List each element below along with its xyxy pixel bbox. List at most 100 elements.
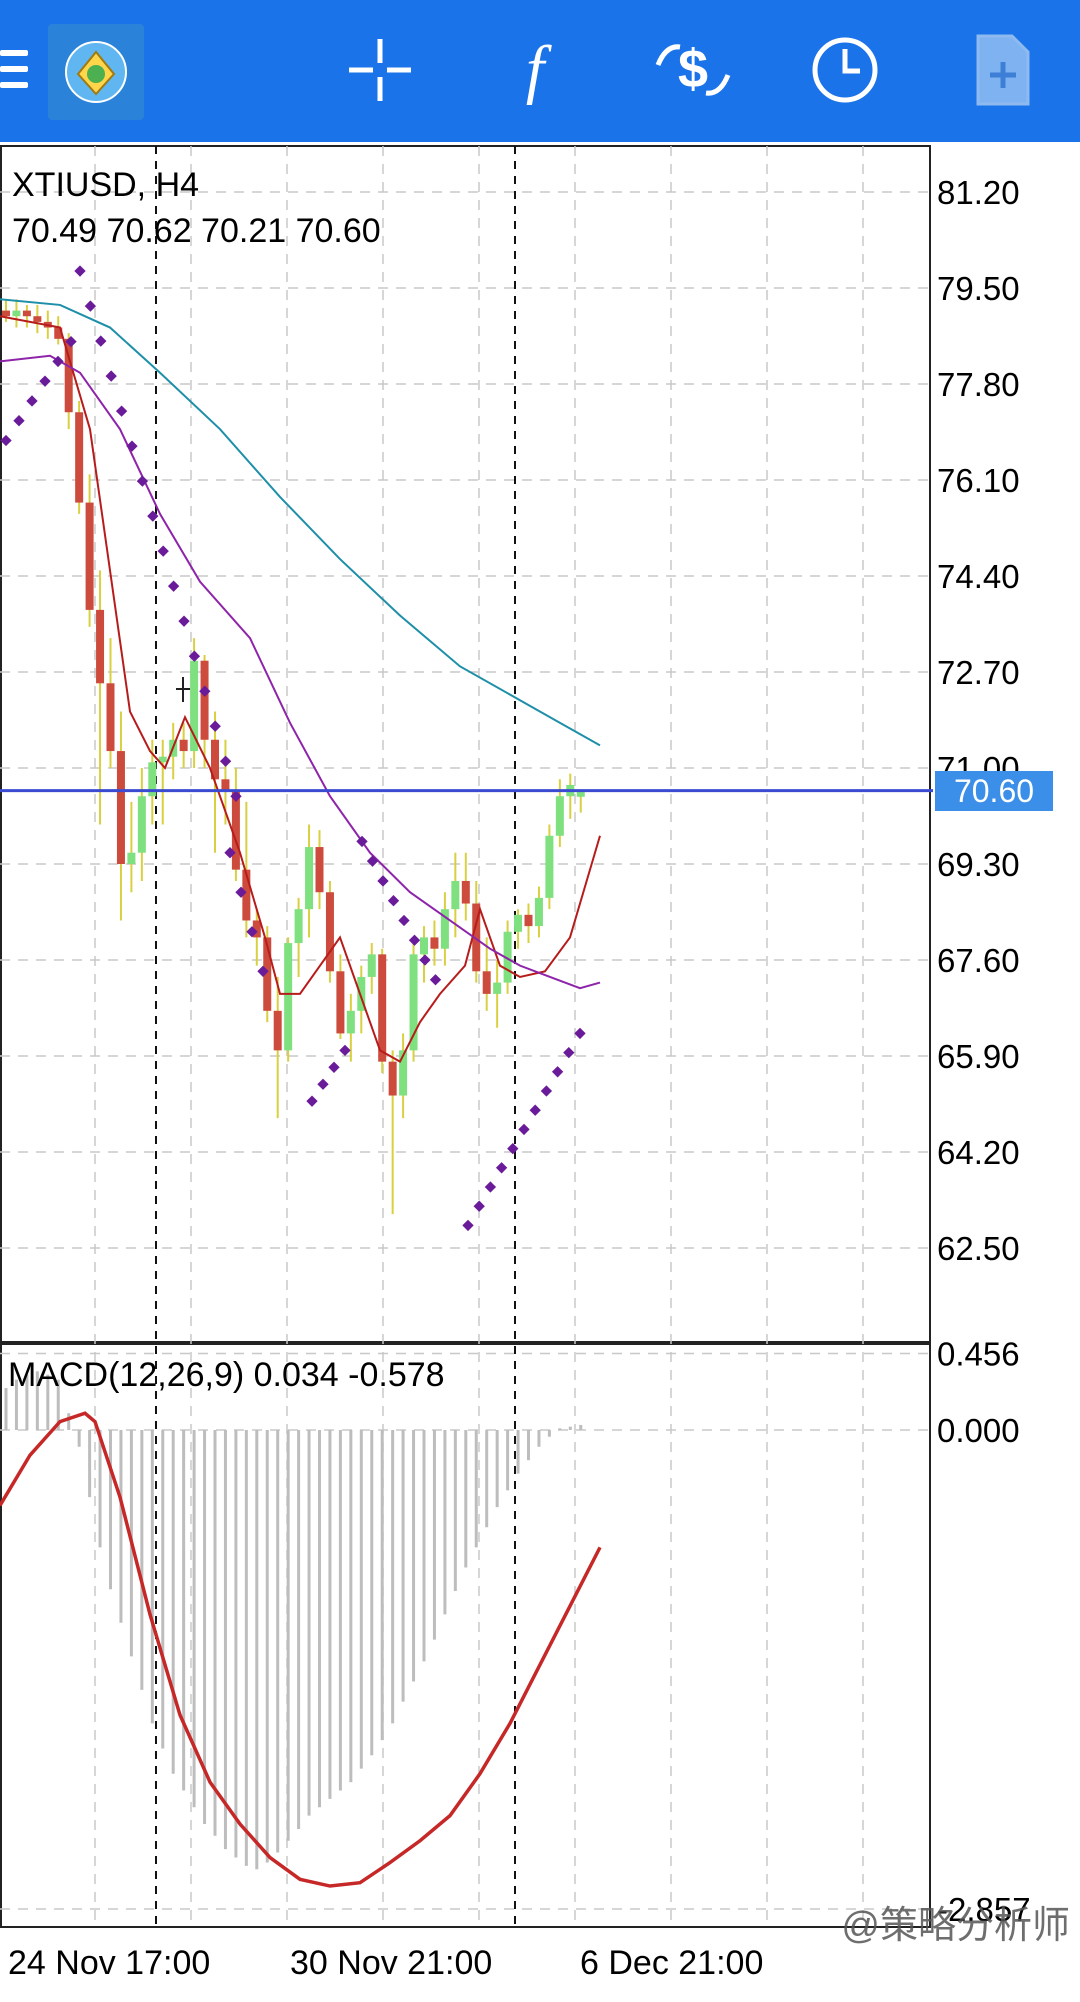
function-icon[interactable]: f (525, 33, 545, 106)
candle-up (294, 909, 303, 944)
macd-label: MACD(12,26,9) 0.034 -0.578 (8, 1356, 445, 1394)
candle-up (409, 954, 418, 1051)
candle-up (545, 835, 554, 898)
candle-down (231, 790, 240, 870)
sar-dot (377, 875, 389, 887)
candle-down (472, 903, 481, 972)
crosshair-icon[interactable] (340, 30, 420, 110)
sar-dot (317, 1078, 329, 1090)
sar-dot (540, 1085, 553, 1097)
candle-up (399, 1050, 408, 1096)
candle-down (54, 327, 63, 339)
candle-up (576, 790, 585, 797)
time-axis-label: 30 Nov 21:00 (290, 1944, 492, 1982)
price-axis-label: 67.60 (937, 942, 1020, 979)
macd-axis-label: -2.857 (937, 1891, 1031, 1928)
price-axis-label: 72.70 (937, 654, 1020, 691)
candle-down (2, 310, 10, 317)
current-price-tag: 70.60 (935, 771, 1053, 811)
price-axis-label: 62.50 (937, 1230, 1020, 1267)
sar-dot (473, 1200, 485, 1212)
sar-dot (408, 934, 421, 946)
candle-down (96, 609, 105, 684)
candle-down (242, 869, 251, 921)
candle-down (200, 660, 209, 740)
clock-icon[interactable] (805, 30, 885, 110)
price-axis-label: 77.80 (937, 366, 1020, 403)
sar-dot (356, 835, 368, 848)
sar-dot (126, 440, 138, 452)
new-order-icon[interactable] (962, 30, 1042, 110)
candle-down (75, 412, 84, 503)
ma-fast-line (0, 315, 601, 1064)
candle-down (263, 937, 272, 1011)
top-toolbar: f $ (0, 0, 1080, 142)
macd-pane-border (0, 1343, 931, 1928)
macd-signal-line (0, 1411, 602, 1888)
candle-up (12, 310, 21, 317)
candle-down (106, 683, 115, 752)
svg-text:$: $ (678, 39, 708, 99)
sar-dot (529, 1104, 541, 1116)
candle-down (524, 914, 533, 927)
sar-dot (484, 1181, 497, 1193)
price-axis-label: 76.10 (937, 462, 1020, 499)
sar-dot (0, 434, 12, 447)
app-logo-graphic (65, 41, 127, 103)
app-logo[interactable] (48, 24, 144, 120)
candle-up (127, 852, 136, 864)
sar-dot (328, 1061, 340, 1073)
candle-down (252, 920, 261, 938)
macd-axis-label: 0.456 (937, 1336, 1020, 1373)
ma-mid-line (0, 354, 601, 990)
price-axis-label: 81.20 (937, 174, 1020, 211)
sar-dot (209, 720, 221, 732)
trade-icon[interactable]: $ (648, 30, 738, 110)
price-axis-label: 64.20 (937, 1134, 1020, 1171)
time-axis-label: 6 Dec 21:00 (580, 1944, 763, 1982)
candle-down (33, 316, 42, 322)
price-axis-label: 69.30 (937, 846, 1020, 883)
sar-dot (398, 914, 410, 927)
sar-dot (495, 1162, 508, 1174)
candle-up (440, 909, 449, 949)
candle-down (64, 338, 73, 413)
sar-dot (230, 790, 242, 802)
candle-down (22, 310, 31, 317)
chart-area[interactable]: 81.20 79.50 77.80 76.10 74.40 72.70 71.00 69.30… (0, 142, 1080, 1997)
candle-down (325, 892, 334, 972)
sar-dot (115, 405, 128, 417)
candle-up (367, 954, 376, 977)
candle-up (514, 914, 523, 932)
price-chart[interactable]: 81.2079.5077.8076.1074.4072.7071.0069.30… (0, 142, 1080, 1997)
sar-dot (419, 954, 431, 966)
candle-down (430, 937, 439, 949)
sar-dot (178, 615, 190, 627)
candle-down (85, 502, 94, 610)
sar-dot (199, 685, 211, 697)
candle-down (388, 1061, 397, 1096)
candle-down (116, 751, 125, 864)
sar-dot (339, 1044, 351, 1057)
candle-up (503, 931, 512, 983)
sar-dot (136, 475, 149, 487)
sar-dot (507, 1142, 519, 1155)
sar-dot (563, 1046, 575, 1059)
sar-dot (306, 1095, 318, 1107)
candle-down (378, 954, 387, 1062)
candle-up (346, 1010, 355, 1034)
candle-up (137, 796, 146, 853)
candle-down (336, 971, 345, 1034)
candle-up (420, 937, 428, 955)
candle-down (211, 739, 219, 780)
candle-up (305, 847, 314, 910)
sar-dot (551, 1066, 564, 1078)
candle-down (482, 971, 491, 994)
candle-down (179, 739, 188, 752)
menu-icon[interactable] (0, 50, 30, 96)
symbol-label: XTIUSD, H4 (12, 166, 200, 204)
candle-up (555, 796, 564, 836)
sar-dot (147, 510, 159, 522)
candle-up (534, 897, 543, 927)
candle-up (148, 762, 157, 797)
